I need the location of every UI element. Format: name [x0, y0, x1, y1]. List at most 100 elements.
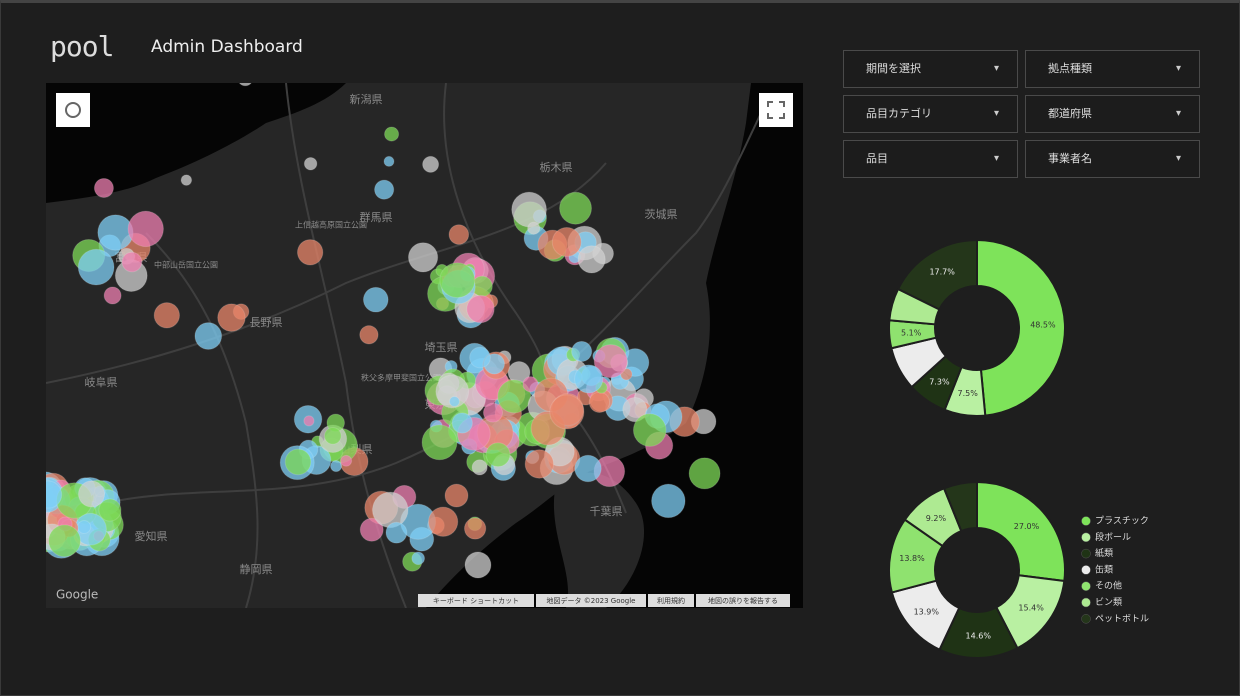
location-bubble[interactable] [194, 322, 223, 350]
location-bubble[interactable] [340, 454, 353, 467]
location-bubble[interactable] [448, 224, 470, 245]
location-bubble[interactable] [303, 156, 318, 171]
location-bubble[interactable] [549, 394, 585, 430]
location-bubble[interactable] [48, 524, 81, 558]
location-bubble[interactable] [574, 454, 602, 483]
location-bubble[interactable] [524, 449, 555, 479]
location-bubble[interactable] [77, 480, 106, 508]
location-bubble[interactable] [407, 242, 439, 273]
location-bubble[interactable] [469, 346, 491, 369]
location-bubble[interactable] [383, 155, 395, 167]
location-bubble[interactable] [463, 517, 487, 540]
legend-label[interactable]: その他 [1095, 580, 1122, 592]
location-bubble[interactable] [448, 395, 460, 408]
filter-dropdown[interactable]: 拠点種類 [1025, 50, 1200, 88]
legend-label[interactable]: プラスチック [1095, 516, 1149, 527]
location-bubble[interactable] [296, 239, 324, 266]
locate-button[interactable] [56, 93, 90, 127]
location-bubble[interactable] [238, 83, 253, 87]
location-bubble[interactable] [330, 460, 343, 473]
location-bubble[interactable] [46, 480, 63, 509]
location-bubble[interactable] [571, 340, 593, 363]
location-bubble[interactable] [593, 344, 628, 379]
location-bubble[interactable] [497, 379, 532, 414]
location-bubble[interactable] [284, 448, 312, 476]
legend-swatch [1081, 548, 1091, 559]
location-bubble[interactable] [577, 245, 606, 274]
logo[interactable]: pool [50, 30, 114, 63]
place-label: 新潟県 [350, 93, 383, 106]
location-bubble[interactable] [471, 459, 488, 476]
legend-label[interactable]: 紙類 [1095, 547, 1113, 559]
location-bubble[interactable] [374, 179, 395, 200]
location-bubble[interactable] [372, 491, 409, 529]
donut-slice[interactable] [976, 238, 1066, 417]
location-bubble[interactable] [93, 177, 114, 199]
donut-slice[interactable] [976, 480, 1066, 583]
legend-label[interactable]: ビン類 [1095, 596, 1122, 608]
location-bubble[interactable] [359, 325, 379, 345]
legend-swatch [1081, 614, 1091, 624]
land [553, 472, 645, 608]
attribution-box[interactable] [648, 594, 694, 607]
location-bubble[interactable] [632, 413, 667, 447]
location-bubble[interactable] [482, 402, 504, 423]
location-bubble[interactable] [303, 415, 315, 427]
location-bubble[interactable] [688, 457, 721, 490]
location-bubble[interactable] [77, 248, 115, 286]
location-bubble[interactable] [103, 286, 122, 305]
location-bubble[interactable] [464, 551, 492, 579]
location-bubble[interactable] [522, 376, 539, 393]
attribution-box[interactable] [418, 594, 534, 607]
location-bubble[interactable] [574, 364, 604, 394]
attribution-box[interactable] [536, 594, 646, 607]
legend-label[interactable]: 段ボール [1095, 531, 1131, 543]
location-bubble[interactable] [217, 303, 246, 332]
location-bubble[interactable] [384, 126, 400, 142]
filter-dropdown[interactable]: 品目カテゴリ [843, 95, 1018, 133]
location-bubble[interactable] [651, 483, 686, 519]
location-bubble[interactable] [121, 251, 143, 273]
location-bubble[interactable] [180, 174, 193, 186]
location-bubble[interactable] [359, 517, 384, 542]
slice-label: 48.5% [1030, 320, 1056, 329]
location-bubble[interactable] [153, 302, 180, 329]
location-bubble[interactable] [385, 521, 408, 544]
location-bubble[interactable] [421, 424, 458, 461]
location-bubble[interactable] [127, 210, 164, 248]
locate-icon [65, 102, 81, 118]
legend-label[interactable]: 缶類 [1095, 563, 1113, 575]
location-bubble[interactable] [588, 391, 611, 413]
location-bubble[interactable] [559, 191, 592, 225]
attribution-box[interactable] [696, 594, 790, 607]
filter-dropdown[interactable]: 期間を選択 [843, 50, 1018, 88]
location-bubble[interactable] [362, 286, 389, 313]
location-bubble[interactable] [411, 551, 426, 566]
location-bubble[interactable] [98, 498, 122, 522]
location-bubble[interactable] [527, 221, 541, 235]
filter-dropdown[interactable]: 都道府県 [1025, 95, 1200, 133]
map[interactable]: 新潟県栃木県茨城県群馬県上信越高原国立公園富山県中部山岳国立公園長野県埼玉県秩父… [46, 83, 803, 608]
location-bubble[interactable] [551, 227, 582, 257]
attribution-text: 地図の誤りを報告する [708, 596, 778, 605]
location-bubble[interactable] [97, 214, 134, 251]
location-bubble[interactable] [511, 191, 547, 228]
place-label: 中部山岳国立公園 [154, 260, 218, 270]
location-bubble[interactable] [485, 442, 511, 468]
donut-slice[interactable] [896, 238, 978, 311]
legend-label[interactable]: ペットボトル [1095, 613, 1149, 624]
donut-slice[interactable] [942, 480, 978, 533]
fullscreen-button[interactable] [759, 93, 793, 127]
filter-dropdown[interactable]: 品目 [843, 140, 1018, 178]
location-bubble[interactable] [444, 483, 469, 508]
location-bubble[interactable] [323, 426, 342, 445]
location-bubble[interactable] [435, 374, 470, 409]
location-bubble[interactable] [451, 412, 473, 434]
location-bubble[interactable] [427, 506, 459, 537]
filter-dropdown[interactable]: 事業者名 [1025, 140, 1200, 178]
location-bubble[interactable] [439, 262, 476, 299]
location-bubble[interactable] [422, 155, 440, 173]
page-title: Admin Dashboard [151, 37, 303, 57]
location-bubble[interactable] [466, 294, 495, 324]
location-bubble[interactable] [77, 519, 92, 534]
